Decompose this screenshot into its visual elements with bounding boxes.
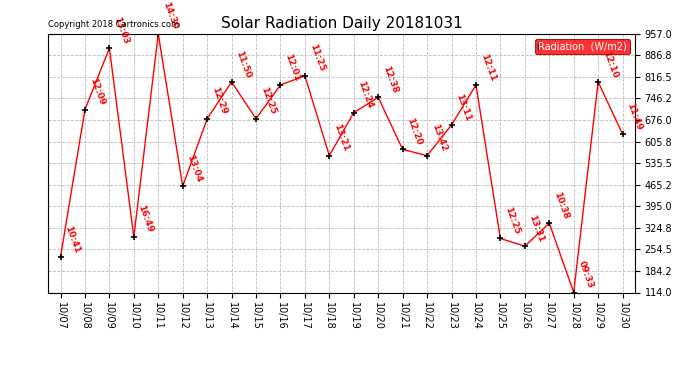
- Text: 10:38: 10:38: [552, 190, 570, 220]
- Text: 13:42: 13:42: [430, 123, 448, 153]
- Text: 13:04: 13:04: [186, 153, 204, 183]
- Text: 13:31: 13:31: [528, 213, 546, 243]
- Text: 12:38: 12:38: [381, 64, 400, 94]
- Text: 12:09: 12:09: [88, 77, 106, 107]
- Text: 12:10: 12:10: [601, 49, 619, 79]
- Text: 13:11: 13:11: [454, 92, 473, 122]
- Text: 12:25: 12:25: [503, 206, 522, 236]
- Text: 16:49: 16:49: [137, 204, 155, 234]
- Text: 11:25: 11:25: [308, 43, 326, 73]
- Text: 12:11: 12:11: [479, 52, 497, 82]
- Text: 10:41: 10:41: [63, 224, 81, 254]
- Text: 12:25: 12:25: [259, 86, 277, 116]
- Text: 14:30: 14:30: [161, 1, 179, 31]
- Text: 11:49: 11:49: [625, 101, 644, 131]
- Text: 09:33: 09:33: [576, 260, 595, 290]
- Text: 12:20: 12:20: [406, 117, 424, 147]
- Text: 12:29: 12:29: [210, 86, 228, 116]
- Text: 13:03: 13:03: [112, 15, 130, 45]
- Text: 11:50: 11:50: [235, 49, 253, 79]
- Title: Solar Radiation Daily 20181031: Solar Radiation Daily 20181031: [221, 16, 462, 31]
- Text: 12:01: 12:01: [283, 53, 302, 82]
- Text: Copyright 2018 Cartronics.com: Copyright 2018 Cartronics.com: [48, 20, 179, 28]
- Text: 12:24: 12:24: [357, 80, 375, 110]
- Legend: Radiation  (W/m2): Radiation (W/m2): [535, 39, 630, 54]
- Text: 13:21: 13:21: [332, 123, 351, 153]
